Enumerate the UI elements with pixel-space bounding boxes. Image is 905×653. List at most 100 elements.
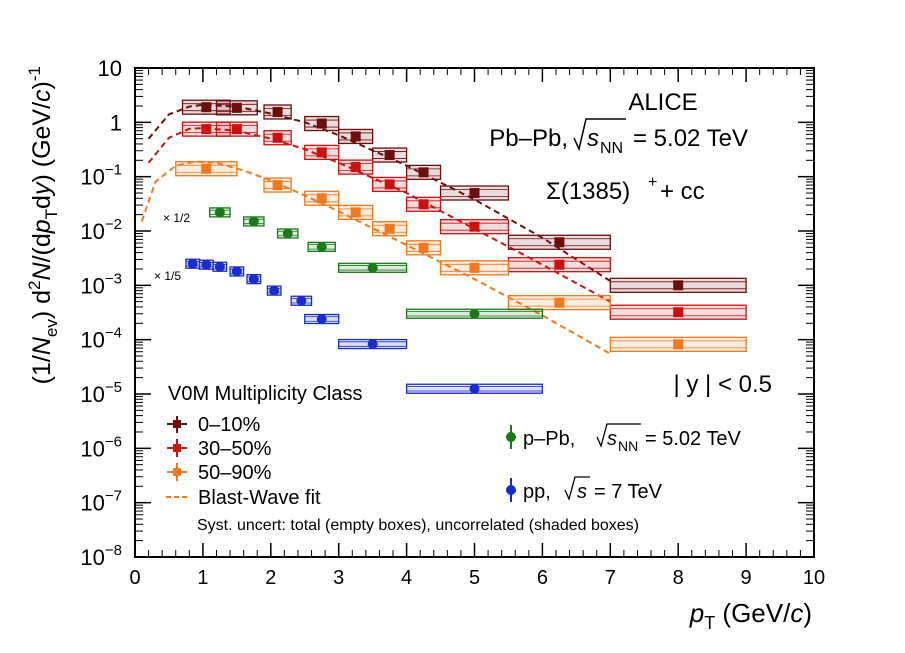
data-point [316, 241, 327, 252]
x-tick-label: 7 [605, 567, 616, 589]
svg-text:s: s [607, 428, 617, 450]
y-tick-label: 10 [98, 56, 122, 81]
blast-wave-curve [140, 160, 611, 355]
data-point [367, 339, 378, 350]
svg-text:NN: NN [618, 438, 638, 454]
sqrt-s-symbol-pp: s [564, 476, 590, 503]
data-point [201, 102, 212, 113]
scale-ppb-label: × 1/2 [163, 211, 190, 225]
sqrt-snn-symbol-ppb: s NN [596, 423, 641, 454]
x-tick-label: 8 [673, 567, 684, 589]
y-tick-label: 10−5 [80, 379, 122, 407]
y-tick-label: 1 [110, 110, 122, 135]
data-point [316, 193, 327, 204]
data-point [231, 266, 242, 277]
data-point [350, 131, 361, 142]
data-point [418, 167, 429, 178]
data-point [384, 223, 395, 234]
legend-marker-50-90 [167, 463, 187, 481]
data-point [201, 124, 212, 135]
data-layer [140, 99, 747, 394]
data-point [367, 262, 378, 273]
legend-energy-pp: = 7 TeV [594, 481, 663, 503]
particle-charge: + [648, 174, 657, 191]
y-tick-label: 10−6 [80, 433, 122, 461]
svg-text:NN: NN [600, 140, 623, 157]
legend-marker-30-50 [167, 439, 187, 457]
x-tick-label: 1 [197, 567, 208, 589]
data-point [384, 179, 395, 190]
data-point [469, 383, 480, 394]
legend-marker-pp [506, 478, 516, 502]
data-point [231, 124, 242, 135]
axis-ticks [134, 67, 815, 558]
y-tick-label: 10−2 [80, 216, 122, 244]
legend-label-blast-wave: Blast-Wave fit [198, 487, 321, 509]
data-point [554, 259, 565, 270]
x-tick-label: 3 [333, 567, 344, 589]
y-tick-label: 10−7 [80, 488, 122, 516]
legend-label-0-10: 0–10% [198, 414, 260, 436]
y-tick-label: 10−4 [80, 325, 122, 353]
data-point [554, 297, 565, 308]
data-point [201, 259, 212, 270]
x-tick-label: 6 [537, 567, 548, 589]
x-tick-label: 2 [265, 567, 276, 589]
x-axis-title: pT (GeV/c) [689, 598, 812, 633]
scale-pp-label: × 1/5 [154, 269, 181, 283]
y-tick-label: 10−1 [80, 162, 122, 190]
svg-text:s: s [577, 481, 587, 503]
rapidity-label: | y | < 0.5 [673, 371, 772, 398]
data-point [269, 285, 280, 296]
energy-label: = 5.02 TeV [633, 125, 748, 152]
blast-wave-curve [147, 127, 611, 303]
data-point [248, 216, 259, 227]
data-point [214, 261, 225, 272]
data-point [673, 280, 684, 291]
data-point [187, 258, 198, 269]
data-point [316, 314, 327, 325]
experiment-label: ALICE [628, 89, 697, 116]
legend-label-50-90: 50–90% [198, 462, 272, 484]
data-point [418, 242, 429, 253]
system-label: Pb–Pb, [489, 125, 568, 152]
data-point [418, 199, 429, 210]
data-point [316, 118, 327, 129]
data-point [231, 102, 242, 113]
data-point [350, 162, 361, 173]
x-tick-label: 4 [401, 567, 412, 589]
data-point [469, 221, 480, 232]
data-point [296, 295, 307, 306]
data-point [469, 308, 480, 319]
legend-label-ppb: p–Pb, [523, 428, 575, 450]
particle-label: Σ(1385) [546, 178, 630, 205]
data-point [272, 132, 283, 143]
data-point [272, 180, 283, 191]
legend-label-30-50: 30–50% [198, 438, 272, 460]
data-point [673, 339, 684, 350]
data-point [350, 207, 361, 218]
data-point [384, 150, 395, 161]
x-tick-label: 5 [469, 567, 480, 589]
data-point [282, 228, 293, 239]
data-point [554, 237, 565, 248]
data-point [272, 106, 283, 117]
data-point [214, 207, 225, 218]
svg-text:s: s [587, 125, 599, 152]
y-tick-label: 10−3 [80, 270, 122, 298]
data-point [316, 147, 327, 158]
data-point [469, 262, 480, 273]
x-tick-label: 10 [803, 567, 825, 589]
legend-energy-ppb: = 5.02 TeV [645, 428, 741, 450]
x-tick-label: 9 [741, 567, 752, 589]
data-point [201, 163, 212, 174]
legend-label-pp: pp, [523, 481, 551, 503]
blast-wave-curve [147, 103, 611, 282]
data-point [673, 307, 684, 318]
legend-marker-0-10 [167, 416, 187, 433]
data-point [248, 274, 259, 285]
y-tick-label: 10−8 [80, 542, 122, 570]
x-tick-label: 0 [129, 567, 140, 589]
legend-title: V0M Multiplicity Class [168, 383, 362, 405]
